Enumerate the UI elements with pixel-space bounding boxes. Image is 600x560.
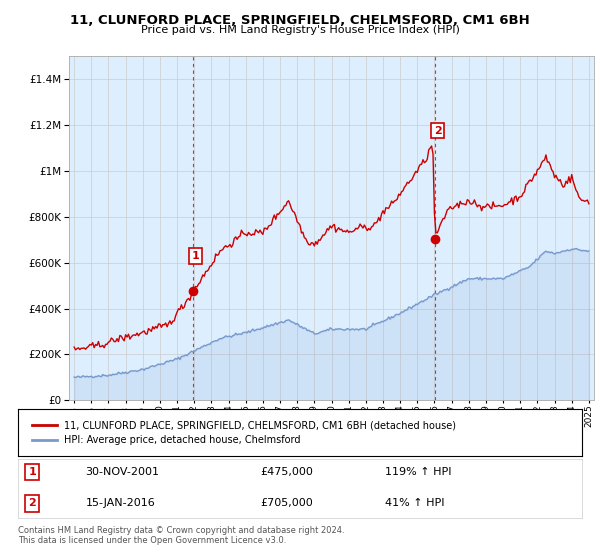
Text: Contains HM Land Registry data © Crown copyright and database right 2024.: Contains HM Land Registry data © Crown c…	[18, 526, 344, 535]
Text: 119% ↑ HPI: 119% ↑ HPI	[385, 467, 451, 477]
Text: 41% ↑ HPI: 41% ↑ HPI	[385, 498, 444, 508]
Text: 30-NOV-2001: 30-NOV-2001	[86, 467, 160, 477]
Legend: 11, CLUNFORD PLACE, SPRINGFIELD, CHELMSFORD, CM1 6BH (detached house), HPI: Aver: 11, CLUNFORD PLACE, SPRINGFIELD, CHELMSF…	[29, 416, 460, 449]
Text: 2: 2	[434, 125, 442, 136]
Text: £475,000: £475,000	[260, 467, 313, 477]
Text: 1: 1	[28, 467, 36, 477]
Text: This data is licensed under the Open Government Licence v3.0.: This data is licensed under the Open Gov…	[18, 536, 286, 545]
Text: 1: 1	[191, 251, 199, 261]
Text: Price paid vs. HM Land Registry's House Price Index (HPI): Price paid vs. HM Land Registry's House …	[140, 25, 460, 35]
Text: 2: 2	[28, 498, 36, 508]
Text: 15-JAN-2016: 15-JAN-2016	[86, 498, 155, 508]
Text: 11, CLUNFORD PLACE, SPRINGFIELD, CHELMSFORD, CM1 6BH: 11, CLUNFORD PLACE, SPRINGFIELD, CHELMSF…	[70, 14, 530, 27]
Text: £705,000: £705,000	[260, 498, 313, 508]
